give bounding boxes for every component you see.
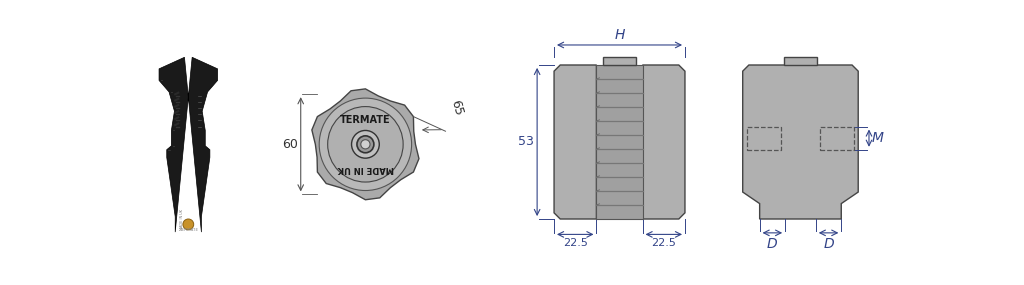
Polygon shape	[643, 65, 685, 219]
Bar	[602, 57, 637, 65]
Polygon shape	[742, 65, 858, 219]
Polygon shape	[554, 65, 596, 219]
Text: D: D	[767, 237, 777, 251]
Text: 53: 53	[518, 135, 535, 148]
Bar	[746, 127, 781, 150]
Text: TERMATE: TERMATE	[340, 115, 391, 125]
Polygon shape	[312, 89, 419, 200]
Text: TERMATE: TERMATE	[179, 228, 198, 232]
Text: M: M	[872, 131, 884, 145]
Text: 22.5: 22.5	[651, 238, 676, 248]
Circle shape	[357, 136, 374, 153]
Bar	[819, 127, 854, 150]
Text: H: H	[614, 28, 625, 42]
Text: MADE IN UK: MADE IN UK	[337, 164, 393, 174]
Text: MADE IN UK: MADE IN UK	[180, 209, 184, 230]
Bar	[596, 65, 643, 219]
Circle shape	[351, 131, 379, 158]
Text: 65: 65	[447, 99, 465, 117]
Circle shape	[360, 140, 370, 149]
Circle shape	[328, 107, 403, 182]
Circle shape	[183, 219, 194, 230]
Circle shape	[319, 98, 412, 190]
Text: D: D	[823, 237, 834, 251]
Text: 60: 60	[282, 138, 298, 151]
Bar	[783, 57, 817, 65]
Polygon shape	[159, 57, 217, 232]
Text: 22.5: 22.5	[563, 238, 588, 248]
